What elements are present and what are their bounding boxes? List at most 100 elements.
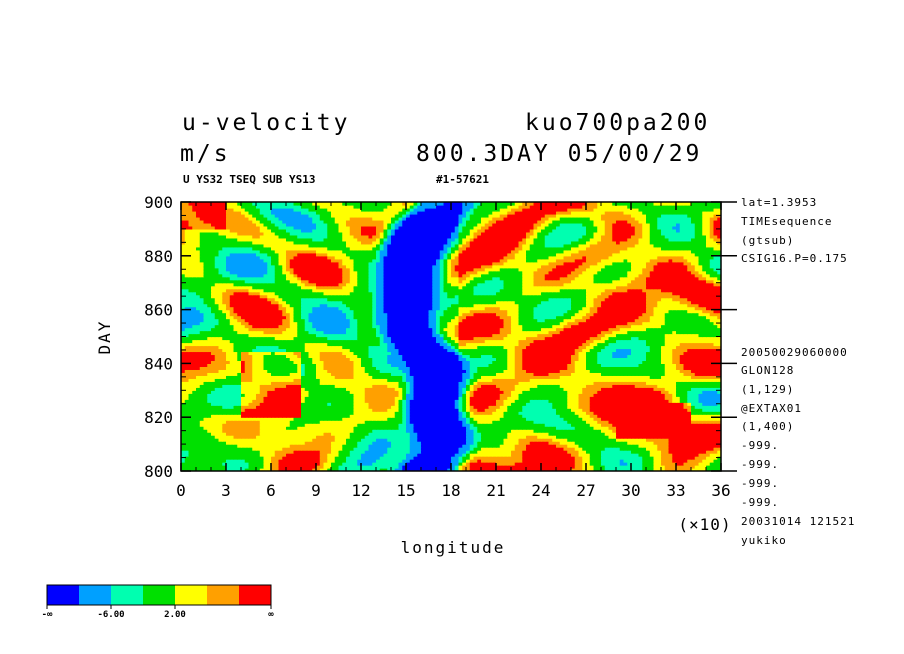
heatmap-cell bbox=[503, 426, 508, 430]
heatmap-cell bbox=[649, 429, 655, 433]
heatmap-cell bbox=[361, 405, 366, 409]
heatmap-cell bbox=[507, 429, 512, 433]
heatmap-cell bbox=[679, 438, 685, 442]
heatmap-cell bbox=[267, 441, 272, 445]
heatmap-cell bbox=[492, 408, 497, 412]
heatmap-cell bbox=[252, 420, 257, 424]
heatmap-cell bbox=[717, 453, 721, 457]
heatmap-cell bbox=[638, 438, 643, 442]
heatmap-cell bbox=[301, 423, 306, 427]
heatmap-cell bbox=[514, 408, 520, 412]
heatmap-cell bbox=[608, 456, 613, 460]
heatmap-cell bbox=[653, 408, 658, 412]
heatmap-cell bbox=[267, 414, 272, 418]
heatmap-cell bbox=[473, 447, 478, 451]
heatmap-cell bbox=[361, 456, 366, 460]
heatmap-cell bbox=[199, 426, 205, 430]
heatmap-cell bbox=[646, 432, 651, 436]
heatmap-cell bbox=[338, 453, 343, 457]
heatmap-cell bbox=[244, 405, 250, 409]
heatmap-cell bbox=[567, 468, 572, 471]
heatmap-cell bbox=[691, 444, 696, 448]
heatmap-cell bbox=[192, 468, 197, 471]
heatmap-cell bbox=[207, 453, 212, 457]
heatmap-cell bbox=[361, 408, 366, 412]
heatmap-cell bbox=[559, 423, 565, 427]
heatmap-cell bbox=[484, 447, 490, 451]
heatmap-cell bbox=[376, 444, 381, 448]
heatmap-cell bbox=[349, 447, 355, 451]
heatmap-cell bbox=[196, 459, 201, 463]
heatmap-cell bbox=[706, 441, 711, 445]
heatmap-cell bbox=[364, 423, 370, 427]
heatmap-cell bbox=[653, 447, 658, 451]
heatmap-cell bbox=[578, 453, 583, 457]
heatmap-cell bbox=[181, 459, 186, 463]
heatmap-cell bbox=[668, 420, 673, 424]
heatmap-cell bbox=[263, 447, 268, 451]
heatmap-cell bbox=[413, 420, 418, 424]
heatmap-cell bbox=[432, 465, 437, 469]
heatmap-cell bbox=[289, 432, 295, 436]
heatmap-cell bbox=[181, 432, 186, 436]
heatmap-cell bbox=[196, 420, 201, 424]
heatmap-cell bbox=[271, 426, 276, 430]
heatmap-cell bbox=[484, 465, 490, 469]
heatmap-cell bbox=[503, 465, 508, 469]
heatmap-cell bbox=[196, 456, 201, 460]
heatmap-cell bbox=[458, 417, 463, 421]
heatmap-cell bbox=[402, 462, 407, 466]
heatmap-cell bbox=[199, 432, 205, 436]
heatmap-cell bbox=[664, 417, 670, 421]
heatmap-cell bbox=[409, 408, 415, 412]
heatmap-cell bbox=[698, 426, 703, 430]
heatmap-cell bbox=[548, 435, 553, 439]
heatmap-cell bbox=[653, 414, 658, 418]
heatmap-cell bbox=[349, 459, 355, 463]
heatmap-cell bbox=[304, 447, 310, 451]
heatmap-cell bbox=[259, 462, 265, 466]
heatmap-cell bbox=[263, 423, 268, 427]
heatmap-cell bbox=[672, 444, 677, 448]
heatmap-cell bbox=[676, 468, 681, 471]
heatmap-cell bbox=[698, 411, 703, 415]
heatmap-cell bbox=[571, 441, 576, 445]
heatmap-cell bbox=[608, 414, 613, 418]
heatmap-cell bbox=[552, 447, 557, 451]
heatmap-cell bbox=[601, 441, 606, 445]
heatmap-cell bbox=[248, 447, 253, 451]
heatmap-cell bbox=[507, 462, 512, 466]
heatmap-cell bbox=[252, 462, 257, 466]
heatmap-cell bbox=[631, 465, 636, 469]
heatmap-cell bbox=[421, 465, 426, 469]
heatmap-cell bbox=[574, 465, 580, 469]
heatmap-cell bbox=[518, 465, 523, 469]
heatmap-cell bbox=[608, 453, 613, 457]
heatmap-cell bbox=[582, 462, 587, 466]
heatmap-cell bbox=[537, 465, 542, 469]
heatmap-cell bbox=[619, 441, 625, 445]
heatmap-cell bbox=[259, 435, 265, 439]
heatmap-cell bbox=[507, 435, 512, 439]
heatmap-cell bbox=[473, 411, 478, 415]
heatmap-cell bbox=[698, 444, 703, 448]
heatmap-cell bbox=[574, 417, 580, 421]
heatmap-cell bbox=[237, 450, 242, 454]
heatmap-cell bbox=[698, 414, 703, 418]
heatmap-cell bbox=[488, 417, 493, 421]
heatmap-cell bbox=[417, 459, 422, 463]
heatmap-cell bbox=[248, 423, 253, 427]
heatmap-cell bbox=[304, 438, 310, 442]
heatmap-cell bbox=[458, 435, 463, 439]
heatmap-cell bbox=[578, 465, 583, 469]
heatmap-cell bbox=[589, 420, 595, 424]
heatmap-cell bbox=[646, 453, 651, 457]
heatmap-cell bbox=[559, 462, 565, 466]
heatmap-cell bbox=[503, 459, 508, 463]
heatmap-cell bbox=[226, 435, 231, 439]
heatmap-cell bbox=[203, 423, 208, 427]
heatmap-cell bbox=[616, 444, 621, 448]
heatmap-cell bbox=[368, 417, 373, 421]
heatmap-cell bbox=[623, 462, 628, 466]
heatmap-cell bbox=[233, 447, 238, 451]
